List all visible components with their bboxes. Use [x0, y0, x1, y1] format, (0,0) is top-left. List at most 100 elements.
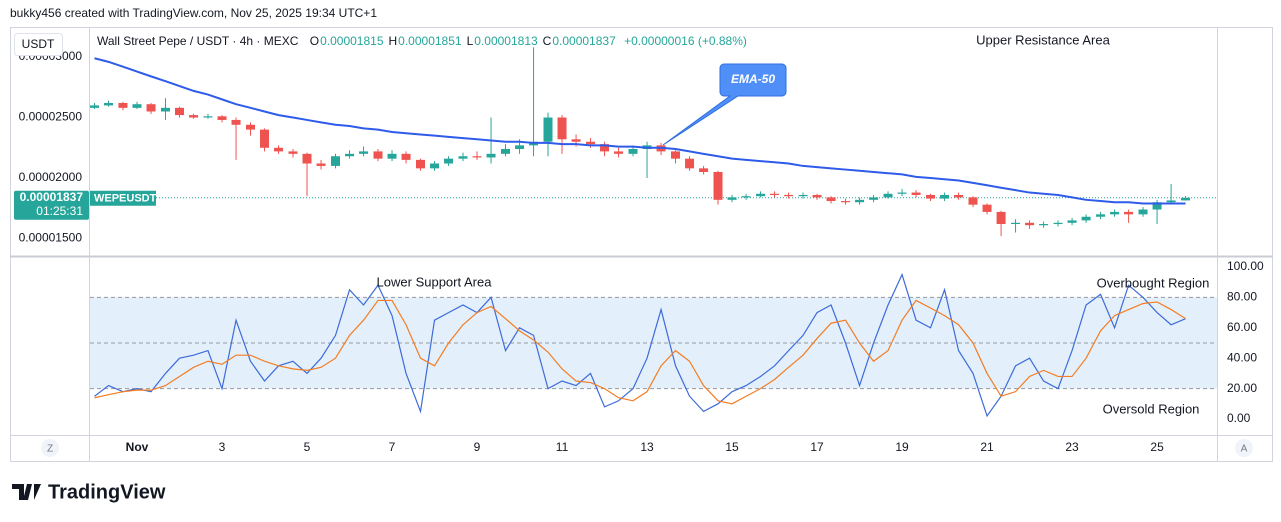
candle-body — [982, 204, 992, 212]
candle-body — [515, 145, 525, 149]
legend-value: 0.00001813 — [474, 34, 538, 48]
candle-body — [600, 144, 610, 152]
candle-body — [557, 117, 567, 140]
a-button[interactable] — [1235, 439, 1253, 457]
x-tick-label: 23 — [1065, 440, 1079, 454]
x-tick-label: 21 — [980, 440, 994, 454]
legend-title: Wall Street Pepe / USDT · 4h · MEXC — [97, 34, 299, 48]
candle-body — [841, 201, 851, 203]
z-label: Z — [47, 444, 53, 455]
y-tick-label: 60.00 — [1227, 320, 1257, 334]
candle-body — [260, 129, 270, 148]
candle-body — [373, 151, 383, 159]
annotation: Upper Resistance Area — [976, 32, 1110, 47]
candle-body — [911, 192, 921, 195]
ema-callout — [662, 63, 787, 146]
candle-body — [954, 194, 964, 198]
candle-body — [387, 153, 397, 159]
candle-body — [869, 197, 879, 200]
candle-body — [501, 148, 511, 154]
legend-key: O — [309, 34, 320, 48]
candle-body — [345, 153, 355, 157]
candle-body — [330, 156, 340, 166]
candle-body — [798, 194, 808, 197]
legend-value: 0.00001851 — [398, 34, 462, 48]
candle-body — [472, 156, 482, 158]
candle-body — [458, 156, 468, 159]
last-price-label: 0.00001837 — [20, 190, 84, 204]
y-tick-label: 0.00 — [1227, 411, 1251, 425]
candle-body — [160, 107, 170, 112]
annotation: Oversold Region — [1103, 401, 1200, 416]
candle-body — [104, 103, 114, 106]
y-tick-label: 80.00 — [1227, 290, 1257, 304]
candle-body — [671, 151, 681, 159]
candle-body — [245, 124, 255, 130]
candle-body — [713, 171, 723, 200]
candle-body — [741, 196, 751, 198]
y-tick-label: 0.00002500 — [19, 110, 83, 124]
candle-body — [784, 194, 794, 197]
candle-body — [571, 139, 581, 142]
candle-body — [614, 151, 624, 154]
x-tick-label: 7 — [389, 440, 396, 454]
x-tick-label: 5 — [304, 440, 311, 454]
y-tick-label: 0.00001500 — [19, 231, 83, 245]
candle-body — [359, 151, 369, 154]
candle-body — [770, 193, 780, 195]
brand-name: TradingView — [48, 481, 166, 503]
candle-body — [302, 153, 312, 164]
candle-body — [586, 141, 596, 145]
candle-body — [628, 148, 638, 154]
x-tick-label: 25 — [1150, 440, 1164, 454]
candle-body — [486, 153, 496, 158]
a-label: A — [1241, 444, 1248, 455]
x-tick-label: 19 — [895, 440, 909, 454]
candle-body — [996, 211, 1006, 225]
candle-body — [1039, 224, 1049, 226]
legend-key: L — [466, 34, 474, 48]
candle-body — [897, 192, 907, 194]
currency-button[interactable] — [14, 33, 63, 56]
candle-body — [288, 151, 298, 154]
symbol-tag — [90, 190, 156, 206]
candle-body — [812, 194, 822, 198]
plot-layer: 0.000015000.000020000.000025000.00003000… — [19, 47, 1264, 454]
countdown: 01:25:31 — [36, 204, 83, 218]
candle-body — [1011, 222, 1021, 225]
y-tick-label: 0.00002000 — [19, 170, 83, 184]
y-tick-label: 100.00 — [1227, 259, 1264, 273]
candle-body — [316, 163, 326, 166]
last-price-box — [14, 190, 89, 220]
candle-body — [855, 199, 865, 203]
brand: TradingView — [12, 481, 166, 503]
currency-label: USDT — [22, 37, 55, 51]
x-tick-label: 3 — [219, 440, 226, 454]
candle-body — [274, 147, 284, 152]
z-button[interactable] — [41, 439, 59, 457]
symbol-tag-label: WEPEUSDT — [94, 193, 157, 205]
y-tick-label: 40.00 — [1227, 350, 1257, 364]
candle-body — [203, 116, 213, 118]
candle-body — [543, 117, 553, 142]
ema-line — [94, 57, 1186, 205]
candle-body — [1053, 222, 1063, 225]
x-tick-label: 13 — [640, 440, 654, 454]
candle-body — [1025, 222, 1035, 226]
candle-body — [727, 197, 737, 200]
credit: bukky456 created with TradingView.com, N… — [10, 6, 377, 20]
x-tick-label: 11 — [556, 440, 569, 454]
candle-body — [90, 105, 100, 108]
annotation: Lower Support Area — [377, 274, 493, 289]
candle-body — [1166, 200, 1176, 203]
candle-body — [1181, 197, 1191, 201]
candle-body — [699, 168, 709, 172]
candle-body — [926, 194, 936, 199]
candle-body — [1152, 202, 1162, 210]
candle-body — [231, 119, 241, 125]
candle-body — [401, 153, 411, 160]
ema-callout-label: EMA-50 — [731, 72, 775, 86]
